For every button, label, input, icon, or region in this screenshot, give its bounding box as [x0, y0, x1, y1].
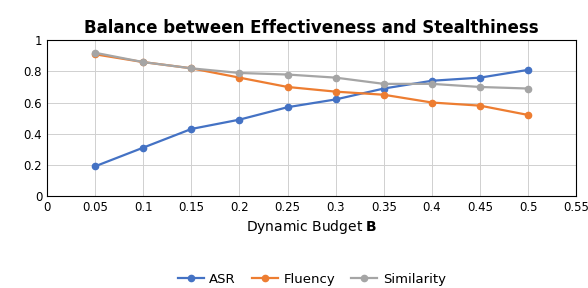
ASR [188, 127, 195, 131]
ASR [332, 98, 339, 101]
Line: Fluency: Fluency [92, 51, 531, 118]
Similarity [524, 87, 532, 90]
Fluency [524, 113, 532, 117]
ASR [476, 76, 483, 79]
Legend: ASR, Fluency, Similarity: ASR, Fluency, Similarity [172, 268, 451, 288]
Title: Balance between Effectiveness and Stealthiness: Balance between Effectiveness and Stealt… [84, 19, 539, 37]
Line: Similarity: Similarity [92, 50, 531, 92]
Similarity [476, 85, 483, 89]
Similarity [236, 71, 243, 75]
ASR [429, 79, 436, 82]
ASR [284, 105, 291, 109]
Similarity [92, 51, 99, 54]
Similarity [429, 82, 436, 86]
Fluency [188, 67, 195, 70]
Similarity [140, 60, 147, 64]
ASR [236, 118, 243, 121]
Fluency [92, 53, 99, 56]
Fluency [140, 60, 147, 64]
Fluency [476, 104, 483, 107]
Fluency [332, 90, 339, 93]
Fluency [236, 76, 243, 79]
Fluency [380, 93, 387, 96]
Similarity [188, 67, 195, 70]
ASR [140, 146, 147, 149]
Line: ASR: ASR [92, 67, 531, 169]
ASR [92, 164, 99, 168]
ASR [380, 87, 387, 90]
Similarity [332, 76, 339, 79]
X-axis label: Dynamic Budget $\mathbf{B}$: Dynamic Budget $\mathbf{B}$ [246, 218, 377, 236]
ASR [524, 68, 532, 72]
Similarity [380, 82, 387, 86]
Similarity [284, 73, 291, 76]
Fluency [284, 85, 291, 89]
Fluency [429, 101, 436, 104]
